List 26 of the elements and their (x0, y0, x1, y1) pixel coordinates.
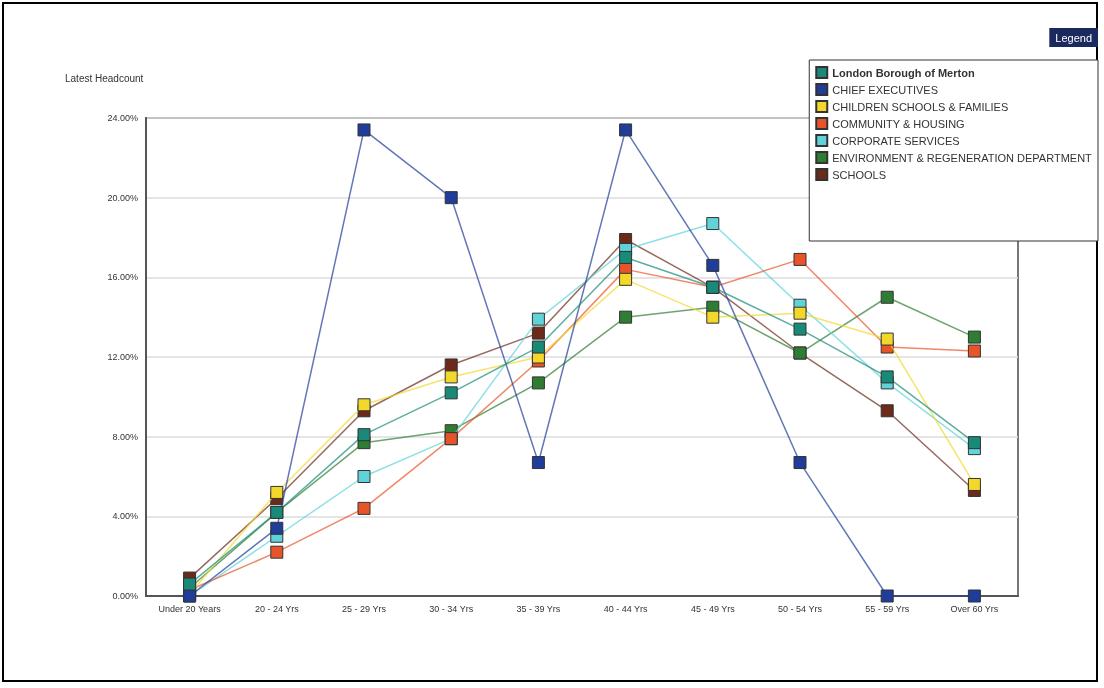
legend-label: CORPORATE SERVICES (832, 134, 960, 147)
legend-title: Legend (1055, 31, 1093, 44)
legend-label: London Borough of Merton (832, 66, 975, 79)
y-axis-title: Latest Headcount (65, 72, 144, 84)
legend-label: SCHOOLS (832, 168, 887, 181)
x-tick-label: 50 - 54 Yrs (778, 603, 823, 614)
x-tick-label: 30 - 34 Yrs (429, 603, 474, 614)
x-tick-label: 45 - 49 Yrs (690, 603, 736, 614)
y-tick-label: 16.00% (107, 272, 138, 283)
x-tick-label: 55 - 59 Yrs (865, 603, 910, 614)
x-tick-label: Under 20 Years (158, 603, 222, 614)
y-tick-label: 20.00% (107, 192, 138, 203)
x-tick-label: 25 - 29 Yrs (342, 603, 387, 614)
legend-label: CHILDREN SCHOOLS & FAMILIES (832, 100, 1009, 113)
legend-label: ENVIRONMENT & REGENERATION DEPARTMENT (832, 151, 1093, 164)
x-tick-label: 40 - 44 Yrs (603, 603, 649, 614)
y-tick-label: 24.00% (107, 113, 138, 123)
y-tick-label: 0.00% (112, 591, 138, 601)
y-tick-label: 8.00% (112, 431, 138, 442)
y-tick-label: 12.00% (107, 352, 138, 362)
legend-label: CHIEF EXECUTIVES (832, 83, 938, 96)
x-tick-label: 20 - 24 Yrs (254, 603, 300, 614)
x-tick-label: 35 - 39 Yrs (516, 603, 561, 614)
y-tick-label: 4.00% (112, 511, 138, 522)
legend-label: COMMUNITY & HOUSING (832, 117, 965, 130)
x-tick-label: Over 60 Yrs (950, 603, 999, 614)
